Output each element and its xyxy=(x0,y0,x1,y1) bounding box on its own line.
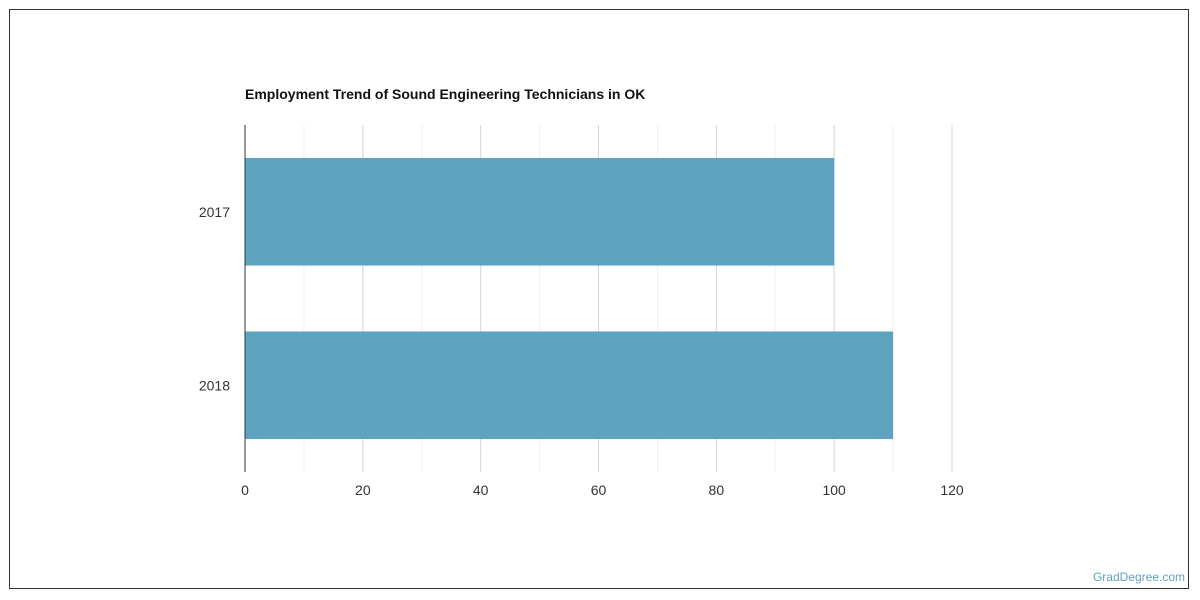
x-tick-label: 100 xyxy=(822,482,846,498)
y-tick-label: 2017 xyxy=(199,204,230,220)
x-tick-label: 40 xyxy=(473,482,489,498)
x-tick-label: 120 xyxy=(940,482,964,498)
x-tick-label: 80 xyxy=(709,482,725,498)
watermark-link[interactable]: GradDegree.com xyxy=(1092,570,1185,584)
chart-frame xyxy=(9,9,1189,589)
y-tick-label: 2018 xyxy=(199,377,230,393)
chart-title: Employment Trend of Sound Engineering Te… xyxy=(245,86,646,102)
x-tick-label: 0 xyxy=(241,482,249,498)
x-tick-label: 60 xyxy=(591,482,607,498)
x-tick-label: 20 xyxy=(355,482,371,498)
bar xyxy=(245,331,894,440)
bar xyxy=(245,157,835,266)
